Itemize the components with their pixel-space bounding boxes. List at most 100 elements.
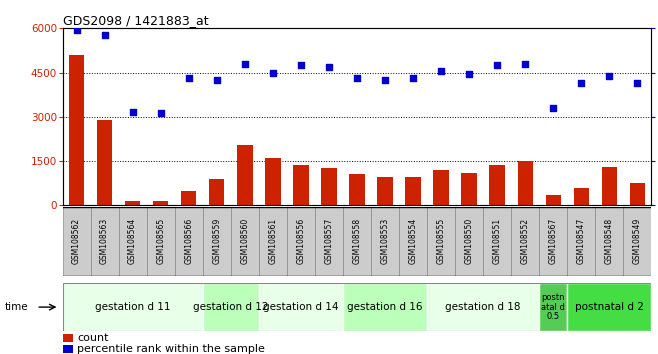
Bar bbox=[91, 207, 118, 276]
Bar bbox=[595, 207, 623, 276]
Text: GSM108556: GSM108556 bbox=[296, 217, 305, 264]
Bar bbox=[540, 207, 567, 276]
Bar bbox=[63, 207, 91, 276]
Bar bbox=[97, 120, 113, 205]
Bar bbox=[434, 170, 449, 205]
Point bbox=[295, 63, 306, 68]
Text: percentile rank within the sample: percentile rank within the sample bbox=[77, 344, 265, 354]
Point bbox=[268, 70, 278, 75]
Text: GDS2098 / 1421883_at: GDS2098 / 1421883_at bbox=[63, 14, 208, 27]
Bar bbox=[623, 207, 651, 276]
Point bbox=[211, 77, 222, 82]
Text: GSM108566: GSM108566 bbox=[184, 217, 193, 264]
Text: postnatal d 2: postnatal d 2 bbox=[575, 302, 644, 312]
Point bbox=[99, 33, 110, 38]
Text: gestation d 16: gestation d 16 bbox=[347, 302, 422, 312]
Text: gestation d 18: gestation d 18 bbox=[445, 302, 521, 312]
Text: GSM108549: GSM108549 bbox=[633, 217, 642, 264]
Text: GSM108555: GSM108555 bbox=[437, 217, 445, 264]
Text: GSM108562: GSM108562 bbox=[72, 217, 81, 264]
Bar bbox=[181, 190, 197, 205]
Bar bbox=[483, 207, 511, 276]
Point bbox=[71, 27, 82, 33]
Bar bbox=[399, 207, 427, 276]
Point bbox=[464, 72, 474, 77]
Point bbox=[155, 110, 166, 116]
Bar bbox=[265, 158, 280, 205]
Bar bbox=[69, 55, 84, 205]
Point bbox=[408, 75, 418, 81]
Text: gestation d 12: gestation d 12 bbox=[193, 302, 268, 312]
Bar bbox=[574, 188, 589, 205]
Point bbox=[128, 109, 138, 114]
Bar bbox=[343, 207, 371, 276]
Point bbox=[324, 64, 334, 70]
Point bbox=[380, 77, 390, 82]
Bar bbox=[427, 207, 455, 276]
Bar bbox=[601, 167, 617, 205]
Bar bbox=[203, 207, 231, 276]
Text: GSM108561: GSM108561 bbox=[268, 217, 277, 264]
Bar bbox=[63, 283, 203, 331]
Bar bbox=[490, 166, 505, 205]
Bar bbox=[118, 207, 147, 276]
Bar bbox=[209, 179, 224, 205]
Point bbox=[492, 63, 503, 68]
Bar bbox=[237, 145, 253, 205]
Bar bbox=[343, 283, 427, 331]
Text: GSM108552: GSM108552 bbox=[520, 217, 530, 264]
Text: postn
atal d
0.5: postn atal d 0.5 bbox=[542, 293, 565, 321]
Bar bbox=[63, 334, 73, 342]
Point bbox=[604, 73, 615, 79]
Bar bbox=[259, 283, 343, 331]
Bar bbox=[63, 345, 73, 353]
Point bbox=[351, 75, 362, 81]
Bar bbox=[455, 207, 483, 276]
Bar bbox=[293, 166, 309, 205]
Bar bbox=[630, 183, 645, 205]
Bar bbox=[461, 173, 477, 205]
Text: GSM108547: GSM108547 bbox=[577, 217, 586, 264]
Text: GSM108554: GSM108554 bbox=[409, 217, 418, 264]
Point bbox=[184, 75, 194, 81]
Bar bbox=[427, 283, 540, 331]
Bar bbox=[231, 207, 259, 276]
Point bbox=[240, 61, 250, 67]
Text: GSM108564: GSM108564 bbox=[128, 217, 137, 264]
Point bbox=[576, 80, 586, 86]
Text: GSM108553: GSM108553 bbox=[380, 217, 390, 264]
Point bbox=[436, 68, 446, 74]
Bar bbox=[517, 161, 533, 205]
Bar bbox=[567, 283, 651, 331]
Text: GSM108550: GSM108550 bbox=[465, 217, 474, 264]
Bar bbox=[315, 207, 343, 276]
Bar bbox=[567, 207, 595, 276]
Text: GSM108559: GSM108559 bbox=[213, 217, 221, 264]
Bar bbox=[259, 207, 287, 276]
Bar bbox=[125, 201, 140, 205]
Bar bbox=[377, 177, 393, 205]
Bar bbox=[287, 207, 315, 276]
Text: GSM108558: GSM108558 bbox=[353, 217, 361, 264]
Bar bbox=[545, 195, 561, 205]
Point bbox=[520, 61, 530, 67]
Bar bbox=[349, 175, 365, 205]
Text: GSM108563: GSM108563 bbox=[100, 217, 109, 264]
Bar bbox=[203, 283, 259, 331]
Bar bbox=[174, 207, 203, 276]
Text: gestation d 14: gestation d 14 bbox=[263, 302, 339, 312]
Bar bbox=[511, 207, 540, 276]
Text: GSM108548: GSM108548 bbox=[605, 217, 614, 264]
Text: time: time bbox=[5, 302, 29, 312]
Text: GSM108551: GSM108551 bbox=[493, 217, 501, 264]
Bar bbox=[321, 169, 337, 205]
Text: gestation d 11: gestation d 11 bbox=[95, 302, 170, 312]
Text: count: count bbox=[77, 333, 109, 343]
Point bbox=[548, 105, 559, 111]
Bar bbox=[371, 207, 399, 276]
Text: GSM108560: GSM108560 bbox=[240, 217, 249, 264]
Point bbox=[632, 80, 643, 86]
Text: GSM108567: GSM108567 bbox=[549, 217, 558, 264]
Bar bbox=[153, 201, 168, 205]
Bar bbox=[540, 283, 567, 331]
